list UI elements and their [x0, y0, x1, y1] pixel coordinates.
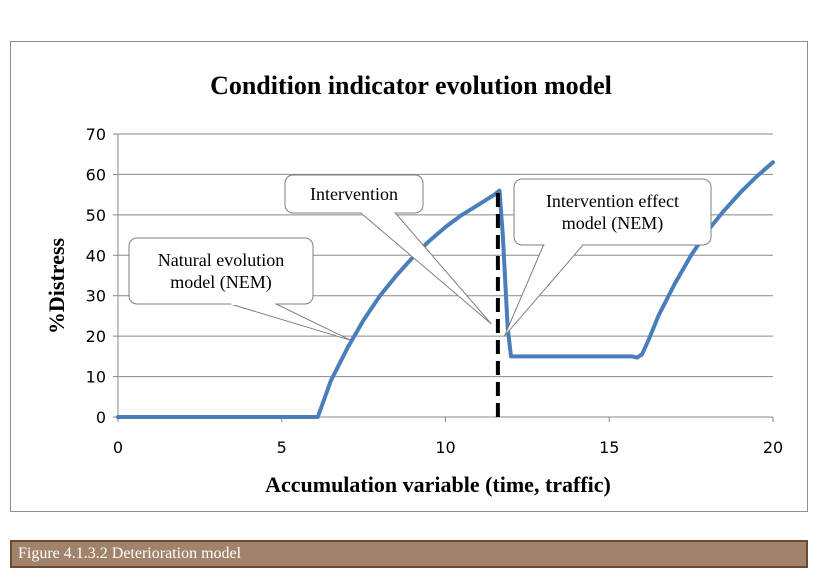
y-tick-label: 10	[86, 368, 106, 387]
y-tick-labels: 0 10 20 30 40 50 60 70	[86, 125, 106, 427]
callout-pointer	[503, 244, 585, 337]
x-axis-label: Accumulation variable (time, traffic)	[265, 472, 611, 497]
x-tick-label: 10	[435, 438, 455, 457]
y-tick-label: 60	[86, 165, 106, 184]
callout-box	[128, 237, 314, 305]
x-tick-labels: 0 5 10 15 20	[113, 438, 783, 457]
callout-text: Natural evolution	[158, 250, 284, 270]
chart-frame: 0 10 20 30 40 50 60 70 0 5 10 15 20 Natural evoluti…	[10, 41, 808, 512]
callout-intervention: Intervention	[284, 174, 492, 325]
x-tick-label: 5	[277, 438, 287, 457]
y-tick-label: 30	[86, 287, 106, 306]
callout-text: Intervention	[310, 184, 398, 204]
figure-caption-bar: Figure 4.1.3.2 Deterioration model	[10, 540, 808, 568]
figure-caption: Figure 4.1.3.2 Deterioration model	[18, 545, 242, 562]
callout-text: model (NEM)	[170, 272, 271, 293]
callout-text: model (NEM)	[562, 213, 663, 234]
chart-title: Condition indicator evolution model	[210, 71, 612, 100]
y-tick-label: 40	[86, 246, 106, 265]
y-tick-label: 50	[86, 206, 106, 225]
y-tick-label: 70	[86, 125, 106, 144]
callout-box	[513, 178, 712, 246]
callout-pointer	[359, 212, 492, 325]
y-tick-label: 0	[96, 408, 106, 427]
callout-text: Intervention effect	[546, 191, 679, 211]
y-tick-label: 20	[86, 327, 106, 346]
callout-pointer	[230, 303, 351, 341]
condition-series-line	[116, 160, 775, 419]
x-tick-label: 20	[763, 438, 783, 457]
callout-box	[284, 174, 424, 214]
series	[116, 160, 775, 419]
chart: 0 10 20 30 40 50 60 70 0 5 10 15 20 Natural evoluti…	[44, 71, 783, 497]
y-axis-label: %Distress	[44, 237, 69, 334]
x-tick-label: 0	[113, 438, 123, 457]
x-tick-label: 15	[599, 438, 619, 457]
